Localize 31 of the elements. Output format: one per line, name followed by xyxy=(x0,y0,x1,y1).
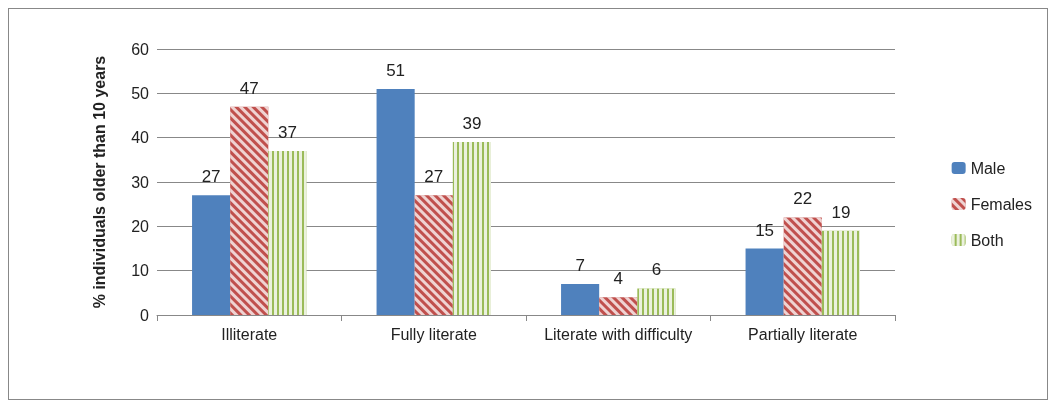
bar xyxy=(745,248,784,315)
y-tick-label: 40 xyxy=(131,129,150,147)
data-label: 37 xyxy=(277,122,297,142)
data-label: 47 xyxy=(239,78,259,98)
data-label: 39 xyxy=(462,114,482,134)
data-label: 51 xyxy=(386,60,406,80)
legend-label: Females xyxy=(970,195,1033,213)
legend-label: Male xyxy=(970,159,1006,177)
y-tick-label: 60 xyxy=(131,40,150,58)
x-tick-label: Illiterate xyxy=(221,325,278,343)
y-tick-label: 50 xyxy=(131,84,150,102)
x-tick-label: Fully literate xyxy=(390,325,477,343)
y-tick-label: 10 xyxy=(131,262,150,280)
y-tick-label: 30 xyxy=(131,173,150,191)
x-tick-label: Literate with difficulty xyxy=(544,325,693,343)
y-tick-label: 0 xyxy=(140,306,150,324)
data-label: 6 xyxy=(651,260,662,280)
y-axis-title: % individuals older than 10 years xyxy=(90,55,108,309)
data-label: 19 xyxy=(831,202,851,222)
data-label: 4 xyxy=(613,269,623,289)
data-label: 27 xyxy=(424,167,444,187)
data-label: 7 xyxy=(575,255,585,275)
data-label: 15 xyxy=(755,220,775,240)
x-tick-label: Partially literate xyxy=(748,325,858,343)
bar xyxy=(561,283,600,315)
y-tick-label: 20 xyxy=(131,217,150,235)
legend-label: Both xyxy=(970,231,1004,249)
bar xyxy=(192,195,231,315)
data-label: 27 xyxy=(201,167,221,187)
data-label: 22 xyxy=(793,189,813,209)
bar xyxy=(376,88,415,315)
